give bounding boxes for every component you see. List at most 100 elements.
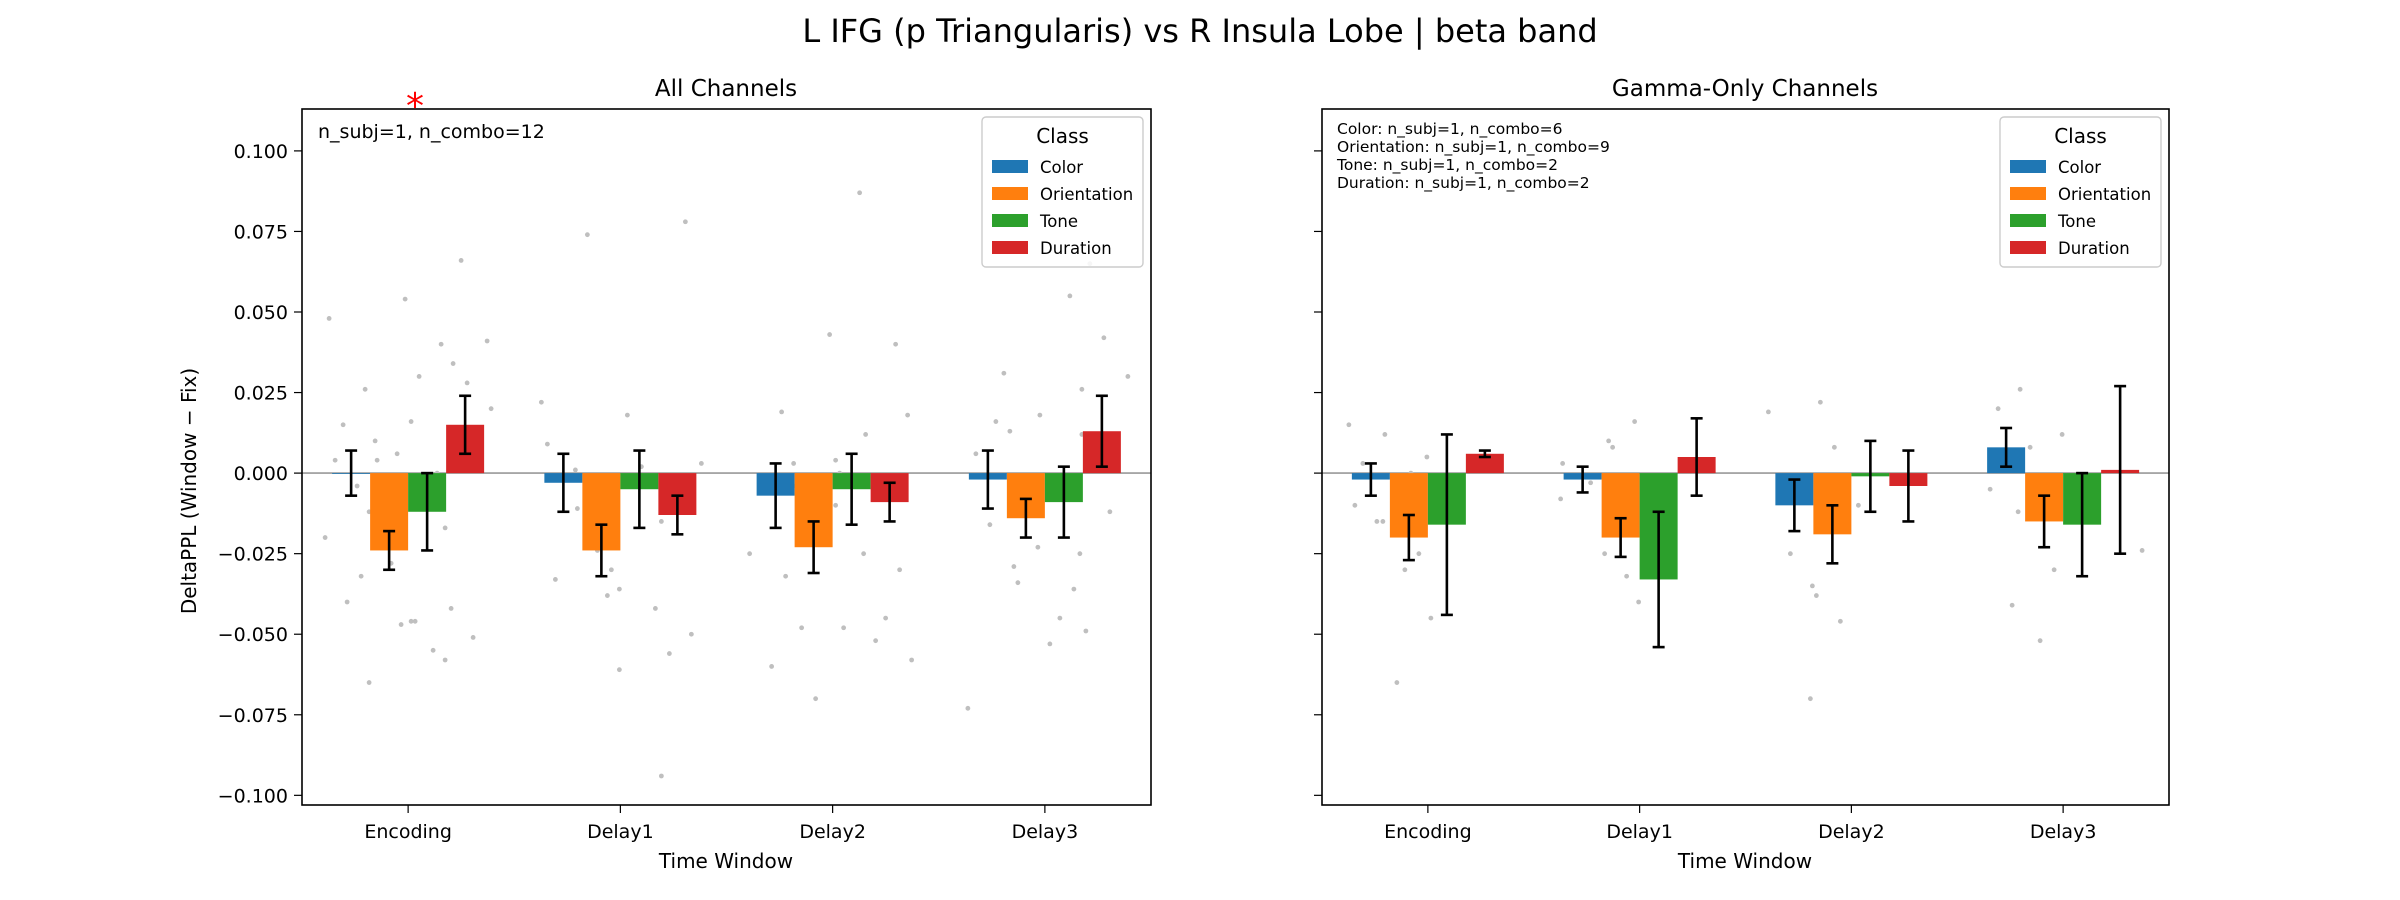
- scatter-point: [442, 525, 448, 531]
- error-bar: [1690, 417, 1703, 497]
- scatter-point: [1077, 551, 1083, 557]
- legend-swatch: [992, 160, 1028, 173]
- error-bar: [1057, 465, 1070, 539]
- scatter-point: [987, 522, 993, 528]
- y-tick-label: 0.100: [234, 141, 288, 163]
- scatter-point: [394, 451, 400, 457]
- error-bar: [981, 449, 994, 510]
- error-bar: [1902, 449, 1915, 523]
- y-tick-label: 0.025: [234, 383, 288, 405]
- scatter-point: [1987, 486, 1993, 492]
- error-bar: [383, 529, 396, 572]
- error-bar: [2000, 426, 2013, 468]
- scatter-point: [552, 577, 558, 582]
- scatter-point: [366, 680, 372, 685]
- scatter-point: [799, 625, 805, 631]
- scatter-point: [332, 457, 338, 463]
- error-bar: [769, 462, 782, 530]
- scatter-point: [2059, 432, 2065, 437]
- scatter-point: [1037, 412, 1043, 418]
- scatter-point: [402, 296, 408, 302]
- error-bar: [1788, 478, 1801, 533]
- scatter-point: [1015, 580, 1021, 586]
- panel-title: All Channels: [655, 76, 797, 102]
- y-tick-label: −0.100: [218, 785, 288, 807]
- class-count-annotation-duration: Duration: n_subj=1, n_combo=2: [1337, 174, 1590, 193]
- scatter-point: [412, 618, 418, 624]
- error-bar: [1576, 465, 1589, 494]
- error-bar: [671, 494, 684, 536]
- legend-label: Duration: [1040, 239, 1112, 258]
- legend-swatch: [2010, 187, 2046, 200]
- scatter-point: [909, 657, 915, 663]
- scatter-point: [572, 467, 578, 473]
- scatter-point: [747, 551, 753, 557]
- scatter-point: [1352, 502, 1358, 508]
- scatter-point: [340, 422, 346, 428]
- class-count-annotation-color: Color: n_subj=1, n_combo=6: [1337, 120, 1563, 139]
- scatter-point: [833, 502, 839, 508]
- legend-label: Color: [1040, 158, 1083, 177]
- scatter-point: [326, 316, 332, 321]
- scatter-point: [464, 380, 470, 386]
- scatter-point: [698, 461, 704, 466]
- scatter-point: [1057, 615, 1063, 621]
- scatter-point: [408, 618, 414, 624]
- class-count-annotation-orientation: Orientation: n_subj=1, n_combo=9: [1337, 138, 1610, 157]
- scatter-point: [1787, 551, 1793, 557]
- scatter-point: [897, 567, 903, 573]
- scatter-point: [993, 419, 999, 424]
- scatter-point: [1817, 399, 1823, 405]
- scatter-point: [1606, 438, 1612, 444]
- scatter-point: [484, 338, 490, 344]
- scatter-point: [1035, 544, 1041, 550]
- error-bar: [595, 523, 608, 578]
- legend-label: Tone: [1039, 212, 1078, 231]
- axes-frame: [301, 108, 1152, 806]
- scatter-point: [544, 441, 550, 447]
- scatter-point: [813, 696, 819, 702]
- legend-label: Tone: [2057, 212, 2096, 231]
- scatter-point: [398, 622, 404, 627]
- scatter-point: [1071, 586, 1077, 592]
- scatter-point: [442, 657, 448, 663]
- scatter-point: [616, 586, 622, 592]
- scatter-point: [652, 606, 658, 611]
- scatter-point: [608, 567, 614, 573]
- error-bar: [1478, 449, 1491, 459]
- scatter-point: [1374, 519, 1380, 524]
- scatter-point: [1001, 370, 1007, 376]
- error-bar: [1019, 497, 1032, 539]
- error-bar: [1440, 433, 1453, 617]
- scatter-point: [973, 451, 979, 457]
- scatter-point: [416, 374, 422, 379]
- scatter-point: [1047, 641, 1053, 647]
- scatter-point: [1428, 615, 1434, 621]
- scatter-point: [1402, 567, 1408, 573]
- error-bar: [1095, 394, 1108, 468]
- scatter-point: [1588, 480, 1594, 486]
- axes-frame: [1321, 108, 2170, 806]
- x-axis-label: Time Window: [658, 849, 793, 873]
- significance-star: *: [406, 86, 424, 127]
- scatter-point: [1855, 502, 1861, 508]
- scatter-point: [965, 705, 971, 711]
- scatter-point: [322, 535, 328, 540]
- scatter-point: [658, 773, 664, 779]
- scatter-point: [841, 625, 847, 631]
- scatter-point: [827, 332, 833, 337]
- scatter-point: [1560, 461, 1566, 466]
- scatter-point: [682, 219, 688, 225]
- scatter-point: [1765, 409, 1771, 415]
- scatter-point: [616, 667, 622, 673]
- class-count-annotation-tone: Tone: n_subj=1, n_combo=2: [1336, 156, 1558, 175]
- error-bar: [2076, 471, 2089, 578]
- scatter-point: [408, 419, 414, 424]
- scatter-point: [374, 457, 380, 463]
- scatter-point: [458, 258, 464, 263]
- scatter-point: [1424, 454, 1430, 460]
- y-tick-label: 0.050: [234, 302, 288, 324]
- scatter-point: [1602, 551, 1608, 557]
- scatter-point: [833, 457, 839, 463]
